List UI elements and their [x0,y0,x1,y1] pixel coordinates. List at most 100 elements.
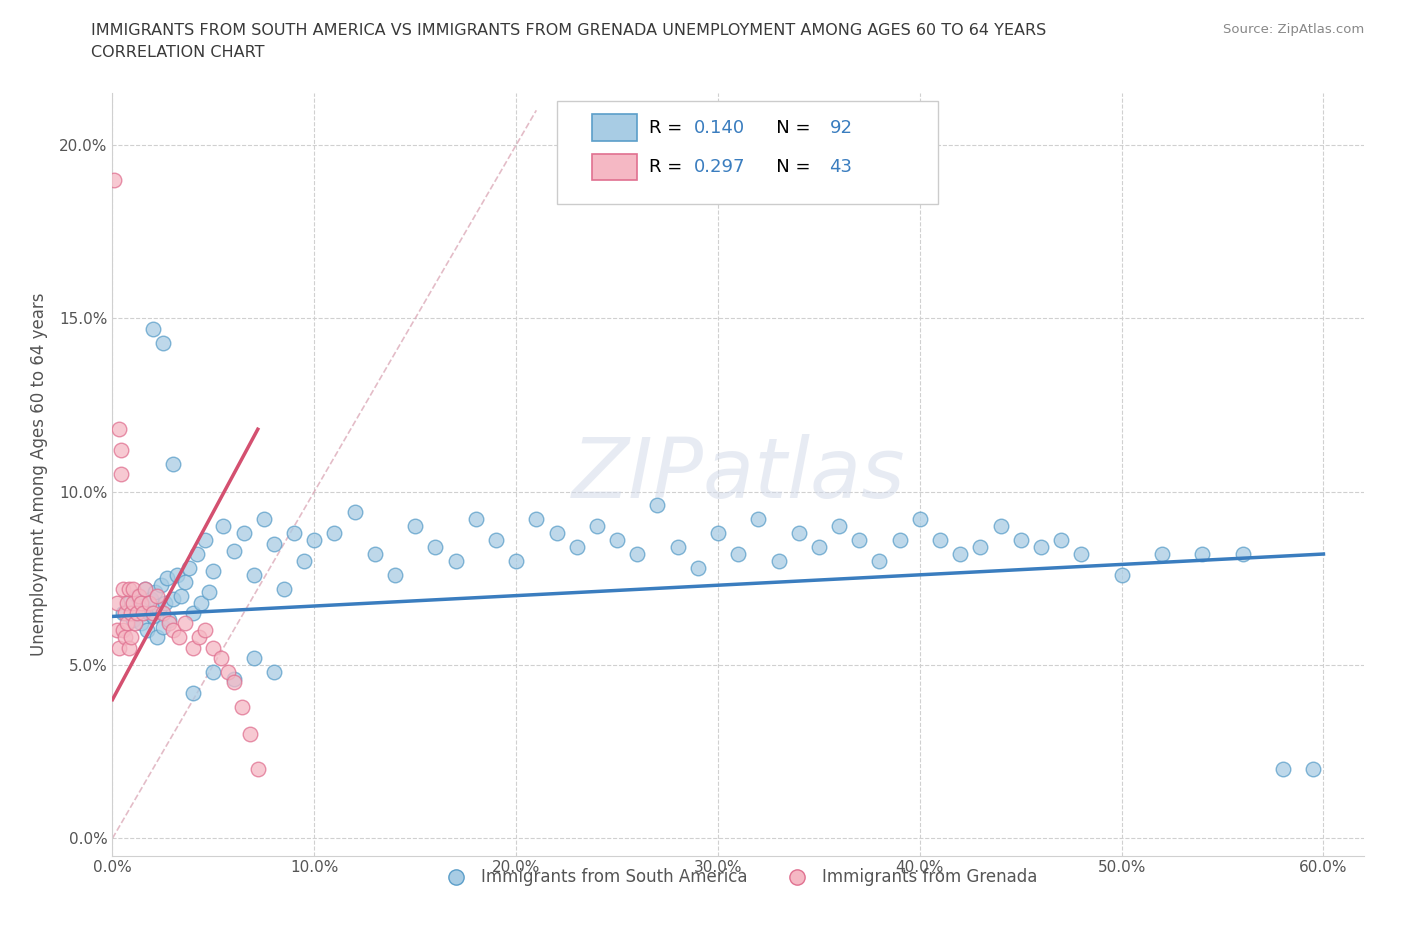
Point [157,613,180,628]
Point [889,533,911,548]
Point [908,512,931,526]
Point [124,616,146,631]
Point [222,671,245,686]
FancyBboxPatch shape [557,100,938,204]
Point [117,640,139,655]
Point [181,605,204,620]
Point [105,595,128,610]
Point [152,335,174,350]
Point [162,591,184,606]
Text: 0.297: 0.297 [695,158,745,176]
Point [1272,762,1295,777]
FancyBboxPatch shape [592,153,637,180]
Point [107,422,129,437]
Point [1010,533,1032,548]
Point [202,640,225,655]
Text: ZIPatlas: ZIPatlas [571,433,905,515]
Point [304,533,326,548]
Point [128,588,150,603]
Point [283,525,305,540]
Point [253,512,276,526]
Point [152,619,174,634]
Point [120,630,142,644]
Point [990,519,1012,534]
Point [323,525,346,540]
Point [212,519,235,534]
Point [121,595,143,610]
Point [231,699,253,714]
Point [107,640,129,655]
Point [211,651,233,666]
Point [135,623,157,638]
Point [263,537,285,551]
Point [146,588,169,603]
Point [111,605,134,620]
Point [969,539,991,554]
Point [222,675,245,690]
Point [239,727,262,742]
Point [1302,762,1324,777]
Point [727,547,749,562]
Point [190,595,212,610]
Point [174,575,197,590]
Point [167,630,190,644]
Text: 43: 43 [830,158,852,176]
Point [142,609,165,624]
Point [202,564,225,578]
Text: 0.140: 0.140 [695,118,745,137]
Point [404,519,426,534]
Point [194,623,217,638]
Point [384,567,406,582]
Point [464,512,486,526]
Point [425,539,447,554]
Point [117,581,139,596]
Point [202,664,225,679]
Point [524,512,547,526]
Point [747,512,769,526]
Point [152,605,174,620]
Point [485,533,508,548]
Text: R =: R = [650,158,689,176]
Point [868,553,890,568]
Point [120,605,142,620]
Point [132,599,155,614]
Point [565,539,588,554]
Point [768,553,790,568]
Point [273,581,295,596]
Point [149,578,172,592]
Point [139,591,162,606]
Text: 92: 92 [830,118,852,137]
Point [194,533,217,548]
Point [666,539,689,554]
Point [132,605,155,620]
Text: N =: N = [759,118,817,137]
Point [606,533,628,548]
Text: CORRELATION CHART: CORRELATION CHART [91,45,264,60]
Point [181,685,204,700]
Y-axis label: Unemployment Among Ages 60 to 64 years: Unemployment Among Ages 60 to 64 years [30,293,48,656]
Point [125,588,148,603]
Point [121,581,143,596]
Point [222,543,245,558]
Point [138,595,160,610]
Point [364,547,387,562]
Point [105,623,128,638]
Point [110,467,132,482]
Point [546,525,568,540]
Point [188,630,211,644]
Point [263,664,285,679]
Point [292,553,315,568]
Point [142,605,165,620]
Point [125,605,148,620]
Text: IMMIGRANTS FROM SOUTH AMERICA VS IMMIGRANTS FROM GRENADA UNEMPLOYMENT AMONG AGES: IMMIGRANTS FROM SOUTH AMERICA VS IMMIGRA… [91,23,1046,38]
Point [586,519,609,534]
Point [217,664,239,679]
Point [1232,547,1254,562]
Text: N =: N = [759,158,817,176]
Point [787,525,810,540]
Point [143,585,166,600]
Point [929,533,952,548]
Point [444,553,467,568]
Point [162,457,184,472]
Point [242,651,264,666]
